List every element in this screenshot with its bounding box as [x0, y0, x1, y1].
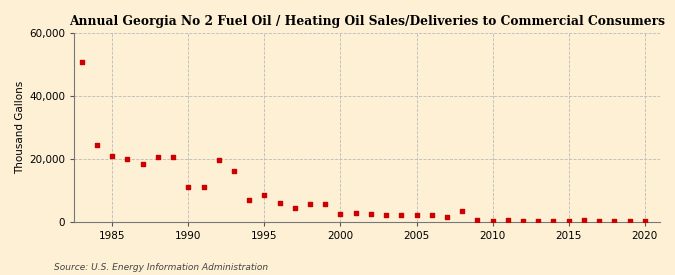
- Point: [396, 213, 407, 218]
- Text: Source: U.S. Energy Information Administration: Source: U.S. Energy Information Administ…: [54, 263, 268, 272]
- Point: [183, 185, 194, 189]
- Point: [290, 205, 300, 210]
- Point: [441, 215, 452, 219]
- Point: [107, 153, 117, 158]
- Point: [564, 219, 574, 223]
- Point: [92, 143, 103, 147]
- Point: [153, 155, 163, 160]
- Point: [350, 211, 361, 215]
- Point: [229, 169, 240, 174]
- Point: [518, 219, 529, 223]
- Point: [304, 202, 315, 207]
- Point: [487, 219, 498, 224]
- Point: [244, 197, 254, 202]
- Point: [213, 158, 224, 163]
- Point: [122, 157, 133, 161]
- Point: [137, 161, 148, 166]
- Point: [76, 59, 87, 64]
- Point: [457, 208, 468, 213]
- Point: [411, 213, 422, 217]
- Point: [381, 213, 392, 217]
- Point: [502, 218, 513, 223]
- Y-axis label: Thousand Gallons: Thousand Gallons: [15, 81, 25, 174]
- Point: [472, 218, 483, 223]
- Point: [533, 219, 543, 224]
- Point: [259, 193, 270, 197]
- Point: [548, 219, 559, 223]
- Point: [594, 219, 605, 223]
- Point: [274, 201, 285, 205]
- Title: Annual Georgia No 2 Fuel Oil / Heating Oil Sales/Deliveries to Commercial Consum: Annual Georgia No 2 Fuel Oil / Heating O…: [69, 15, 665, 28]
- Point: [427, 213, 437, 218]
- Point: [335, 212, 346, 216]
- Point: [320, 202, 331, 207]
- Point: [609, 219, 620, 223]
- Point: [639, 219, 650, 224]
- Point: [624, 219, 635, 224]
- Point: [198, 185, 209, 189]
- Point: [578, 218, 589, 223]
- Point: [365, 212, 376, 216]
- Point: [167, 155, 178, 160]
